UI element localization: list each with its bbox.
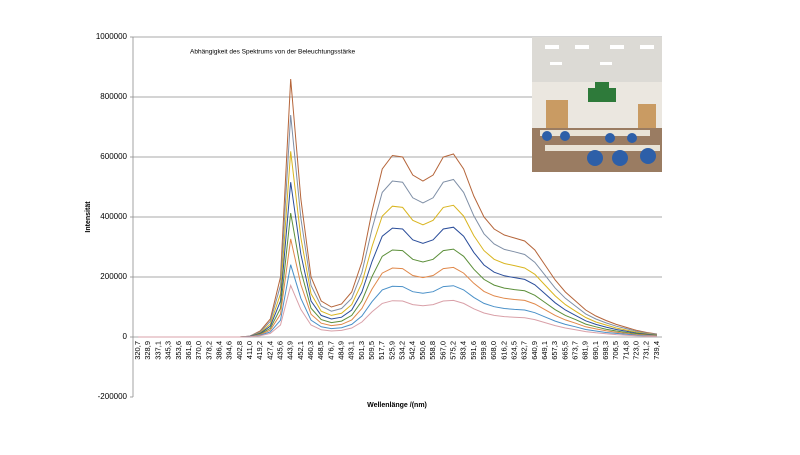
y-tick-label: -200000 xyxy=(98,392,128,401)
x-tick-label: 484,9 xyxy=(337,341,346,360)
x-tick-label: 608,0 xyxy=(489,341,498,360)
x-tick-label: 435,6 xyxy=(275,341,284,360)
series-line xyxy=(138,283,657,338)
y-tick-label: 800000 xyxy=(100,92,127,101)
x-tick-label: 534,2 xyxy=(398,341,407,360)
x-tick-label: 443,9 xyxy=(286,341,295,360)
x-tick-label: 501,3 xyxy=(357,341,366,360)
x-tick-label: 394,6 xyxy=(225,341,234,360)
x-tick-label: 698,3 xyxy=(601,341,610,360)
x-tick-label: 476,7 xyxy=(326,341,335,360)
x-tick-label: 575,2 xyxy=(448,341,457,360)
x-tick-label: 665,5 xyxy=(560,341,569,360)
x-tick-label: 328,9 xyxy=(143,341,152,360)
x-tick-label: 320,7 xyxy=(133,341,142,360)
series-line xyxy=(138,213,657,338)
y-tick-label: 600000 xyxy=(100,152,127,161)
x-tick-label: 468,5 xyxy=(316,341,325,360)
y-axis-label: Intensität xyxy=(85,201,92,233)
x-tick-label: 517,7 xyxy=(377,341,386,360)
x-tick-label: 673,7 xyxy=(571,341,580,360)
x-tick-label: 509,5 xyxy=(367,341,376,360)
x-tick-label: 452,1 xyxy=(296,341,305,360)
y-tick-label: 0 xyxy=(123,332,128,341)
inset-photo xyxy=(532,37,662,172)
x-tick-label: 525,9 xyxy=(387,341,396,360)
x-tick-label: 402,8 xyxy=(235,341,244,360)
x-tick-label: 731,2 xyxy=(642,341,651,360)
x-tick-label: 706,5 xyxy=(611,341,620,360)
x-tick-label: 419,2 xyxy=(255,341,264,360)
x-tick-label: 616,2 xyxy=(499,341,508,360)
x-tick-label: 550,6 xyxy=(418,341,427,360)
y-tick-label: 400000 xyxy=(100,212,127,221)
x-tick-label: 558,8 xyxy=(428,341,437,360)
chart-title: Abhängigkeit des Spektrums von der Beleu… xyxy=(190,49,356,56)
x-tick-label: 681,9 xyxy=(581,341,590,360)
y-tick-label: 1000000 xyxy=(96,32,128,41)
x-tick-label: 657,3 xyxy=(550,341,559,360)
x-tick-label: 599,8 xyxy=(479,341,488,360)
x-tick-label: 723,0 xyxy=(632,341,641,360)
x-tick-label: 411,0 xyxy=(245,341,254,359)
x-tick-label: 624,5 xyxy=(509,341,518,360)
x-tick-label: 378,2 xyxy=(204,341,213,360)
x-tick-label: 386,4 xyxy=(214,341,223,360)
y-tick-label: 200000 xyxy=(100,272,127,281)
x-tick-label: 361,8 xyxy=(184,341,193,360)
x-tick-label: 337,1 xyxy=(153,341,162,360)
x-tick-label: 739,4 xyxy=(652,341,661,360)
x-tick-label: 690,1 xyxy=(591,341,600,360)
x-tick-label: 370,0 xyxy=(194,341,203,360)
x-tick-label: 427,4 xyxy=(265,341,274,360)
x-tick-label: 542,4 xyxy=(408,341,417,360)
x-tick-label: 567,0 xyxy=(438,341,447,360)
x-tick-label: 714,8 xyxy=(621,341,630,360)
x-tick-label: 345,3 xyxy=(164,341,173,360)
x-tick-label: 632,7 xyxy=(520,341,529,360)
x-tick-label: 649,1 xyxy=(540,341,549,360)
x-tick-label: 591,6 xyxy=(469,341,478,360)
x-tick-label: 493,1 xyxy=(347,341,356,360)
series-line xyxy=(138,238,657,338)
x-tick-label: 640,9 xyxy=(530,341,539,360)
x-tick-label: 583,4 xyxy=(459,341,468,360)
x-axis-label: Wellenlänge /(nm) xyxy=(367,402,427,409)
x-tick-label: 460,3 xyxy=(306,341,315,360)
x-tick-label: 353,6 xyxy=(174,341,183,360)
